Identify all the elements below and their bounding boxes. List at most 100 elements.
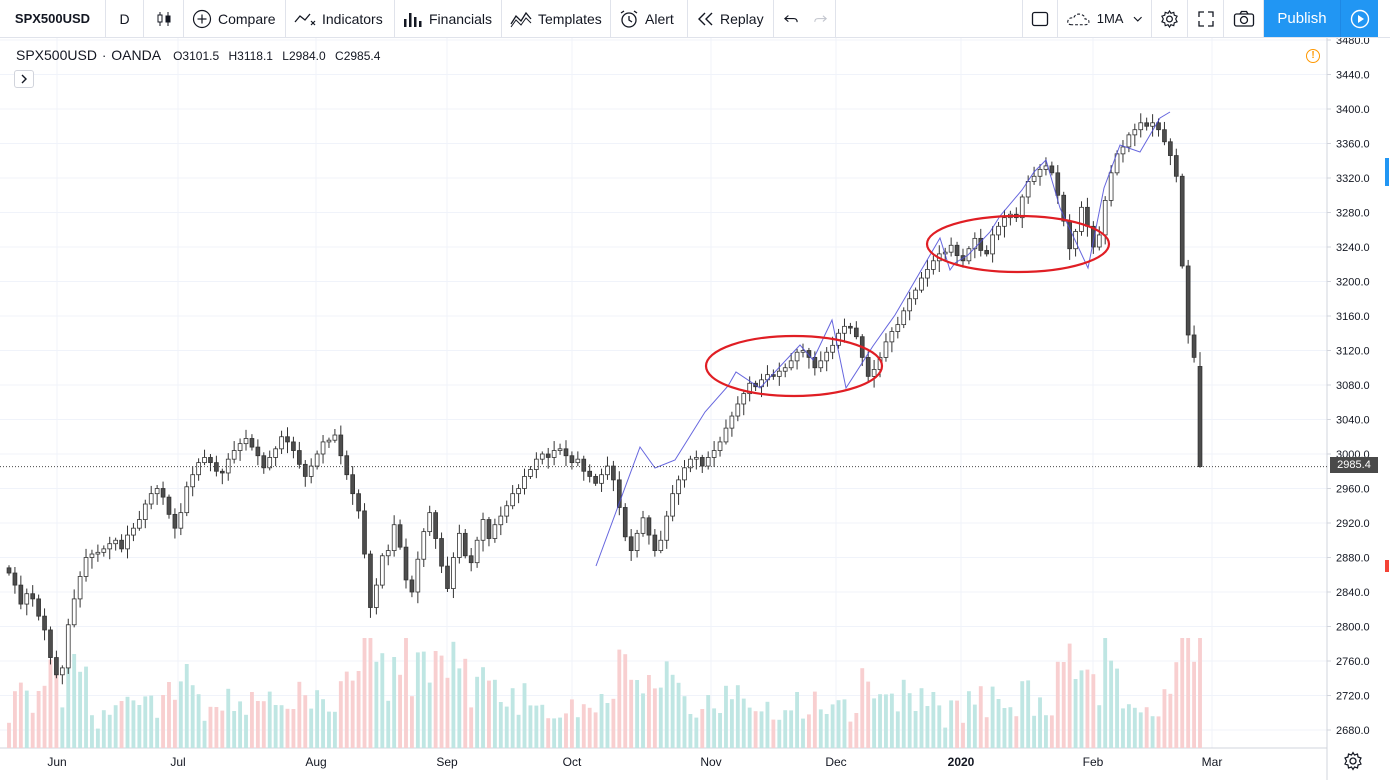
volume-bar xyxy=(907,693,912,748)
candle-body xyxy=(747,382,752,395)
candle-body xyxy=(1138,122,1144,131)
x-tick-label: Jul xyxy=(170,755,185,769)
redo-button[interactable] xyxy=(806,0,836,37)
volume-bar xyxy=(593,712,598,748)
candle-body xyxy=(788,360,794,369)
chevron-down-icon xyxy=(1134,16,1143,22)
candle-body xyxy=(451,557,456,589)
candle-body xyxy=(368,553,373,608)
candle-body xyxy=(569,455,575,464)
financials-button[interactable]: Financials xyxy=(395,0,502,37)
volume-bar xyxy=(996,699,1001,748)
candle-body xyxy=(71,598,77,626)
candles-icon xyxy=(157,11,170,26)
cloud-save-button[interactable]: 1MA xyxy=(1058,0,1152,37)
candle-body xyxy=(510,493,515,507)
volume-bar xyxy=(1198,638,1202,748)
y-tick-label: 2920.0 xyxy=(1336,518,1370,530)
legend-collapse-button[interactable] xyxy=(14,70,34,88)
symbol-search-button[interactable]: SPX500USD xyxy=(0,0,106,37)
square-layout-icon xyxy=(1031,11,1049,26)
volume-bar xyxy=(694,717,699,748)
candle-body xyxy=(362,510,367,555)
publish-button[interactable]: Publish xyxy=(1264,0,1340,37)
price-chart[interactable]: 2680.0 2720.0 2760.0 2800.0 2840.0 2880.0 2920… xyxy=(0,38,1390,780)
volume-bar xyxy=(463,658,468,748)
volume-bar xyxy=(309,708,314,748)
volume-bar xyxy=(558,717,562,748)
volume-bar xyxy=(872,698,877,748)
volume-bar xyxy=(214,707,219,748)
open-value: 3101.5 xyxy=(182,49,220,63)
snapshot-button[interactable] xyxy=(1224,0,1264,37)
volume-bar xyxy=(818,709,823,748)
volume-bar xyxy=(534,705,539,748)
indicators-button[interactable]: Indicators xyxy=(286,0,395,37)
candle-body xyxy=(1185,265,1191,336)
alert-button[interactable]: Alert xyxy=(611,0,688,37)
rewind-icon xyxy=(698,12,713,25)
candle-body xyxy=(462,532,468,557)
volume-bar xyxy=(297,681,302,748)
templates-label: Templates xyxy=(538,10,602,27)
volume-bar xyxy=(1091,674,1096,748)
candle-body xyxy=(984,250,990,255)
plus-circle-icon xyxy=(192,9,212,28)
candle-body xyxy=(125,534,130,550)
candle-body xyxy=(267,457,273,469)
compare-button[interactable]: Compare xyxy=(184,0,286,37)
undo-button[interactable] xyxy=(776,0,806,37)
chart-legend: SPX500USD · OANDA O3101.5 H3118.1 L2984.… xyxy=(16,47,386,63)
y-tick-label: 2720.0 xyxy=(1336,691,1370,703)
candle-body xyxy=(95,551,101,555)
candle-body xyxy=(925,269,930,279)
volume-bar xyxy=(504,706,509,748)
templates-button[interactable]: Templates xyxy=(502,0,611,37)
replay-button[interactable]: Replay xyxy=(688,0,774,37)
candle-body xyxy=(1061,194,1067,222)
volume-bar xyxy=(149,695,154,748)
y-tick-label: 3400.0 xyxy=(1336,104,1370,116)
candle-body xyxy=(36,598,41,617)
scroll-marker-red xyxy=(1385,560,1389,572)
chart-style-button[interactable] xyxy=(144,0,184,37)
chart-area[interactable]: 2680.0 2720.0 2760.0 2800.0 2840.0 2880.0 2920… xyxy=(0,38,1390,780)
candle-body xyxy=(421,531,427,560)
candle-body xyxy=(705,457,711,467)
candle-body xyxy=(1126,134,1132,148)
settings-button[interactable] xyxy=(1152,0,1188,37)
volume-bar xyxy=(617,649,622,748)
volume-bar xyxy=(30,712,35,748)
volume-bar xyxy=(12,691,17,748)
data-warning-icon[interactable]: ! xyxy=(1306,49,1320,63)
y-tick-label: 2760.0 xyxy=(1336,656,1370,668)
volume-bar xyxy=(575,717,580,748)
chart-settings-icon[interactable] xyxy=(1343,751,1363,771)
layout-button[interactable] xyxy=(1022,0,1058,37)
candle-body xyxy=(202,457,207,464)
candle-body xyxy=(1079,206,1084,232)
candle-body xyxy=(332,434,338,441)
candle-body xyxy=(581,458,587,472)
legend-symbol: SPX500USD xyxy=(16,47,97,63)
candle-body xyxy=(492,524,498,539)
volume-bar xyxy=(747,707,752,748)
interval-button[interactable]: D xyxy=(106,0,144,37)
volume-bar xyxy=(338,681,343,748)
candle-body xyxy=(848,325,853,329)
candle-body xyxy=(871,369,877,377)
volume-bar xyxy=(889,693,894,748)
y-tick-label: 3440.0 xyxy=(1336,70,1370,82)
candle-body xyxy=(131,527,136,536)
candle-body xyxy=(812,356,818,369)
volume-bar xyxy=(60,707,65,748)
volume-bar xyxy=(866,681,871,748)
volume-bar xyxy=(261,701,266,748)
highlight-ellipse xyxy=(925,214,1111,274)
last-price-label: 2985.4 xyxy=(1330,457,1378,473)
volume-bar xyxy=(178,681,183,748)
fullscreen-button[interactable] xyxy=(1188,0,1224,37)
candle-body xyxy=(972,237,978,250)
publish-menu-button[interactable] xyxy=(1340,0,1378,37)
volume-bar xyxy=(1038,697,1042,748)
